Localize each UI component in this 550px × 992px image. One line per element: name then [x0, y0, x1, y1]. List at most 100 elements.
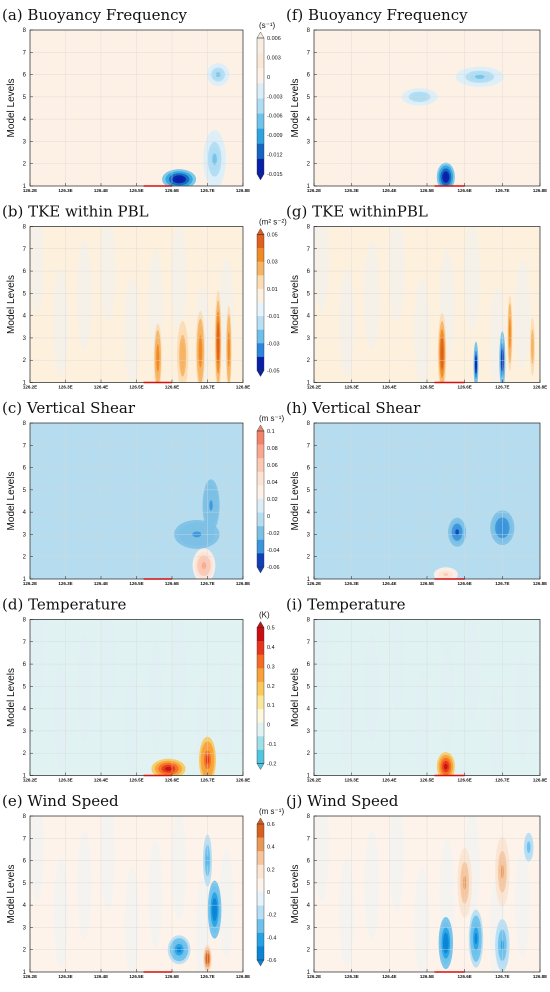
x-tick-label: 126.3E — [58, 778, 72, 783]
y-tick-label: 3 — [23, 729, 27, 735]
y-axis-label: Model Levels — [6, 865, 17, 924]
x-tick-label: 126.8E — [236, 188, 250, 193]
colorbar-bottom-arrow — [256, 763, 265, 770]
y-tick-label: 5 — [307, 488, 311, 494]
colorbar-swatch — [257, 444, 264, 459]
y-tick-label: 3 — [23, 336, 27, 342]
colorbar-tick-label: 0 — [267, 723, 270, 729]
y-axis-label: Model Levels — [290, 865, 301, 924]
plot-area — [30, 816, 243, 972]
texture-band — [77, 830, 92, 940]
y-tick-label: 1 — [307, 577, 311, 583]
y-tick-label: 8 — [23, 28, 27, 34]
y-tick-label: 2 — [307, 948, 311, 954]
colorbar-swatch — [257, 736, 264, 751]
panel-title: (d) Temperature — [2, 596, 126, 614]
y-tick-label: 7 — [23, 640, 27, 646]
texture-band — [219, 848, 234, 958]
texture-band — [414, 474, 430, 579]
panel-right-2: (h) Vertical Shear 1 2 3 4 5 6 7 8 126.2E 126.3E 12… — [286, 399, 547, 586]
texture-band — [101, 423, 116, 519]
texture-band — [53, 465, 68, 575]
texture-band — [389, 226, 405, 322]
colorbar-tick-label: 0.02 — [267, 497, 278, 503]
contour-feature — [474, 932, 478, 945]
colorbar-swatch — [257, 919, 264, 934]
y-tick-label: 4 — [23, 903, 27, 909]
y-tick-label: 2 — [23, 948, 27, 954]
y-tick-label: 5 — [23, 291, 27, 297]
panel-left-3: (d) Temperature 1 2 3 4 5 6 7 8 126.2E 126.3E 126.4… — [2, 596, 250, 783]
colorbar-swatch — [257, 261, 264, 276]
panel-title: (c) Vertical Shear — [2, 399, 136, 417]
colorbar-tick-label: 0.04 — [267, 480, 278, 486]
colorbar-swatch — [257, 526, 264, 541]
colorbar-swatch — [257, 38, 264, 54]
x-tick-label: 126.4E — [94, 778, 108, 783]
colorbar-1: 0.05 0.03 0.01 -0.01 -0.03 -0.05 (m² s⁻²) — [256, 218, 287, 377]
x-tick-label: 126.3E — [58, 581, 72, 586]
texture-band — [339, 465, 355, 575]
colorbar-tick-label: 0.2 — [267, 867, 275, 873]
y-tick-label: 4 — [307, 903, 311, 909]
y-tick-label: 3 — [307, 925, 311, 931]
x-tick-label: 126.6E — [458, 974, 472, 979]
y-tick-label: 5 — [307, 881, 311, 887]
plot-area — [30, 423, 243, 579]
y-tick-label: 7 — [307, 640, 311, 646]
y-tick-label: 7 — [307, 443, 311, 449]
colorbar-frame — [256, 627, 265, 764]
texture-band — [364, 240, 380, 350]
texture-band — [314, 30, 330, 116]
x-tick-label: 126.2E — [23, 188, 37, 193]
colorbar-tick-label: -0.015 — [267, 172, 283, 178]
y-tick-label: 4 — [307, 707, 311, 713]
colorbar-top-arrow — [256, 817, 265, 825]
panel-right-4: (j) Wind Speed 1 2 3 4 5 6 7 8 126.2E 126.3E 126.4E… — [286, 792, 547, 979]
y-tick-label: 3 — [307, 336, 311, 342]
y-axis-label: Model Levels — [290, 668, 301, 727]
x-tick-label: 126.8E — [533, 974, 547, 979]
y-tick-label: 1 — [23, 577, 27, 583]
contour-feature — [455, 529, 459, 536]
x-tick-label: 126.7E — [200, 974, 214, 979]
y-tick-label: 5 — [307, 684, 311, 690]
x-tick-label: 126.6E — [458, 188, 472, 193]
y-tick-label: 5 — [23, 488, 27, 494]
texture-band — [414, 867, 430, 972]
panel-title: (a) Buoyancy Frequency — [2, 6, 188, 24]
colorbar-top-arrow — [256, 31, 265, 39]
y-tick-label: 8 — [23, 618, 27, 624]
x-tick-label: 126.4E — [382, 385, 396, 390]
y-tick-label: 2 — [307, 555, 311, 561]
plot-area — [30, 30, 243, 186]
contour-feature — [209, 500, 213, 511]
colorbar-swatch — [257, 668, 264, 683]
colorbar-tick-label: -0.2 — [267, 913, 276, 919]
panel-left-2: (c) Vertical Shear 1 2 3 4 5 6 7 8 126.2E 126.3E 12… — [2, 399, 250, 586]
colorbar-tick-label: 0.05 — [267, 233, 278, 239]
x-tick-label: 126.7E — [495, 974, 509, 979]
contour-feature — [175, 177, 183, 182]
colorbar-swatch — [257, 68, 264, 84]
colorbar-tick-label: 0.3 — [267, 664, 275, 670]
texture-band — [414, 81, 430, 186]
y-tick-label: 6 — [307, 73, 311, 79]
plot-area — [30, 619, 243, 776]
panel-title: (h) Vertical Shear — [286, 399, 421, 417]
texture-band — [339, 72, 355, 182]
y-tick-label: 6 — [23, 269, 27, 275]
x-tick-label: 126.8E — [533, 581, 547, 586]
x-tick-label: 126.8E — [236, 974, 250, 979]
contour-feature — [531, 341, 533, 353]
panel-left-0: (a) Buoyancy Frequency 1 2 3 4 5 6 7 8 126.2E 126.… — [2, 6, 250, 193]
x-tick-label: 126.6E — [458, 385, 472, 390]
texture-band — [314, 816, 330, 902]
x-tick-label: 126.5E — [129, 778, 143, 783]
texture-band — [77, 44, 92, 154]
texture-band — [464, 226, 480, 332]
colorbar-tick-label: 0.4 — [267, 645, 275, 651]
colorbar-tick-label: -0.006 — [267, 114, 283, 120]
colorbar-tick-label: -0.06 — [267, 565, 280, 571]
x-tick-label: 126.4E — [382, 581, 396, 586]
